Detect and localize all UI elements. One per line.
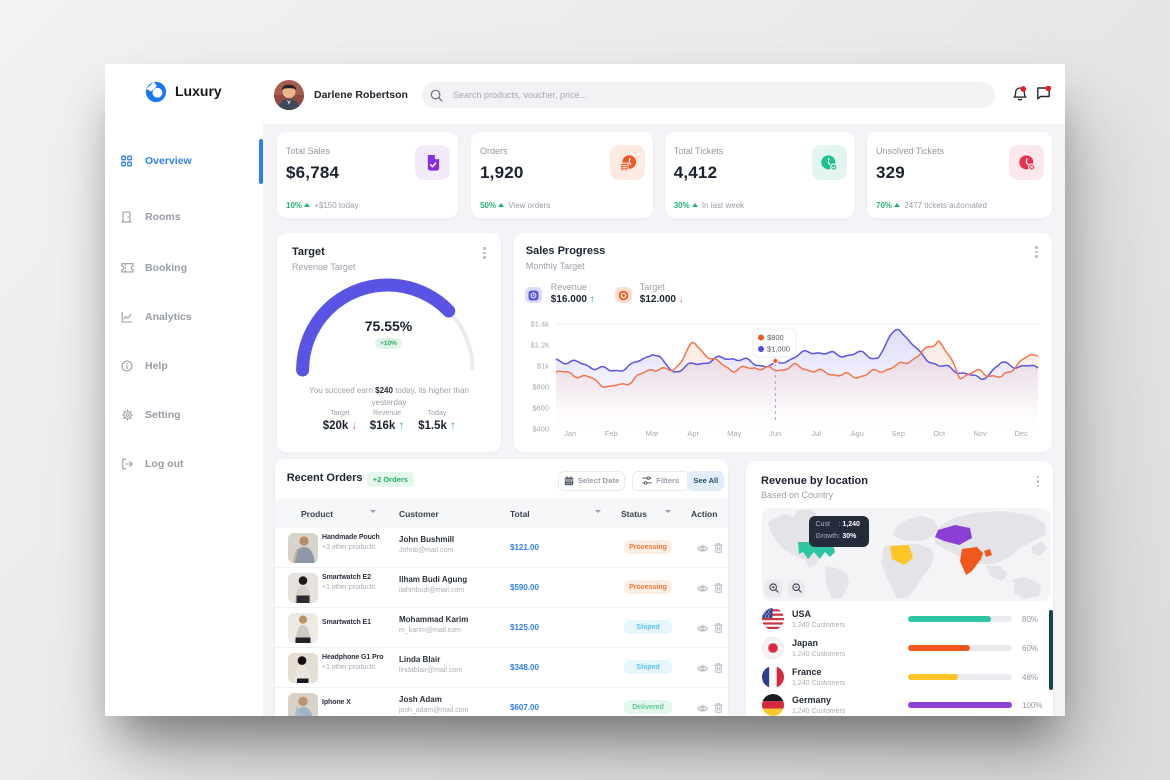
svg-text:Sep: Sep xyxy=(891,429,904,438)
svg-text:Jun: Jun xyxy=(769,429,781,438)
svg-text:$800: $800 xyxy=(767,333,784,342)
svg-text:Feb: Feb xyxy=(605,429,618,438)
svg-text:Nov: Nov xyxy=(973,429,987,438)
svg-text:Jan: Jan xyxy=(564,429,576,438)
svg-text:Oct: Oct xyxy=(933,429,946,438)
svg-text:Jul: Jul xyxy=(811,429,821,438)
svg-text:$1k: $1k xyxy=(537,362,549,371)
svg-text:Mar: Mar xyxy=(646,429,659,438)
svg-text:$600: $600 xyxy=(532,404,549,413)
svg-text:May: May xyxy=(727,429,741,438)
svg-text:$1.2k: $1.2k xyxy=(530,341,549,350)
svg-text:$1,000: $1,000 xyxy=(767,345,790,354)
svg-text:$400: $400 xyxy=(532,425,549,434)
svg-text:Dec: Dec xyxy=(1014,429,1028,438)
svg-text:Agu: Agu xyxy=(850,429,863,438)
svg-text:Apr: Apr xyxy=(687,429,699,438)
svg-text:$1.4k: $1.4k xyxy=(530,320,549,329)
svg-text:$800: $800 xyxy=(532,383,549,392)
